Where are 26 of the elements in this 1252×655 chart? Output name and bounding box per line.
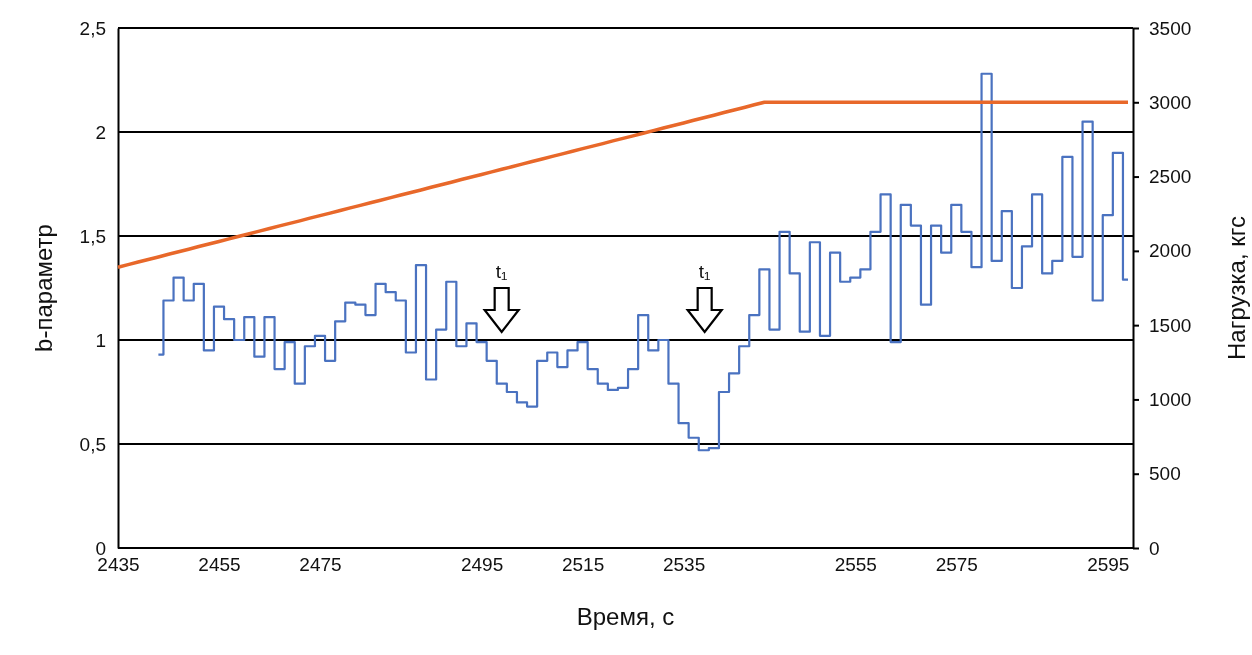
y2-axis-title: Нагрузка, кгс <box>1223 216 1250 360</box>
x-tick-label: 2515 <box>561 554 605 576</box>
y-tick-label: 2 <box>95 121 106 143</box>
y2-tick-label: 500 <box>1149 463 1181 485</box>
x-tick-label: 2575 <box>935 554 978 576</box>
annotation: t₁ <box>495 261 508 282</box>
y2-tick-label: 1000 <box>1149 389 1192 411</box>
y-tick-label: 1 <box>95 329 106 351</box>
y2-tick-label: 1500 <box>1149 314 1192 336</box>
annotation: t₁ <box>698 261 711 282</box>
x-tick-label: 2555 <box>834 554 877 576</box>
x-tick-label: 2595 <box>1087 554 1130 576</box>
x-tick-label: 2535 <box>662 554 706 576</box>
y2-tick-label: 0 <box>1149 537 1160 559</box>
x-tick-label: 2495 <box>460 554 504 576</box>
y-tick-label: 0,5 <box>79 433 106 455</box>
y2-tick-label: 2500 <box>1149 166 1192 188</box>
y2-tick-label: 3000 <box>1149 91 1192 113</box>
x-tick-label: 2455 <box>198 554 241 576</box>
x-tick-label: 2475 <box>299 554 342 576</box>
y-axis-title: b-параметр <box>30 224 57 352</box>
y2-tick-label: 2000 <box>1149 240 1192 262</box>
y-tick-label: 1,5 <box>79 225 106 247</box>
x-axis-title: Время, с <box>576 603 675 630</box>
y2-tick-label: 3500 <box>1149 17 1192 39</box>
y-tick-label: 2,5 <box>79 17 106 39</box>
